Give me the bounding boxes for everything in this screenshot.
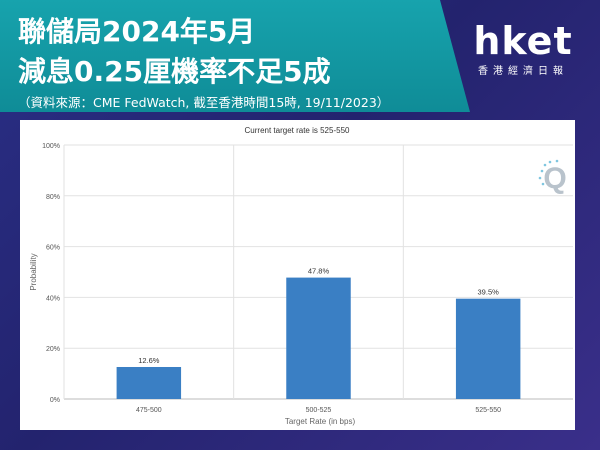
bar-layer	[116, 277, 521, 399]
watermark-q-text: Q	[543, 162, 566, 195]
y-tick-label: 80%	[46, 194, 60, 201]
logo-main-text: hket	[473, 19, 573, 63]
chart-card: Current target rate is 525-550 Probabili…	[20, 120, 575, 430]
bar-500-525	[286, 277, 351, 399]
bar-525-550	[455, 298, 521, 399]
title-line-2: 減息0.25厘機率不足5成	[18, 55, 331, 88]
source-note: （資料來源：CME FedWatch, 截至香港時間15時, 19/11/202…	[18, 95, 390, 110]
y-tick-label: 60%	[46, 245, 60, 252]
title-line-1: 聯儲局2024年5月	[18, 15, 256, 48]
bar-chart: Current target rate is 525-550 Probabili…	[29, 126, 573, 426]
x-tick-label: 475-500	[136, 407, 162, 414]
x-axis-label: Target Rate (in bps)	[285, 417, 356, 426]
label-layer: 0% 20% 40% 60% 80% 100% 12.6% 475-500 47.8% 500-5…	[42, 143, 501, 414]
y-tick-label: 0%	[50, 397, 60, 404]
logo-sub-text: 香港經濟日報	[478, 66, 568, 77]
q-logo-icon: Q	[538, 159, 567, 195]
data-label: 47.8%	[308, 267, 330, 276]
chart-title: Current target rate is 525-550	[245, 126, 350, 135]
y-tick-label: 40%	[46, 295, 60, 302]
bar-475-500	[116, 366, 182, 399]
y-tick-label: 100%	[42, 143, 60, 150]
y-axis-label: Probability	[29, 253, 38, 290]
x-tick-label: 525-550	[475, 407, 501, 414]
data-label: 12.6%	[138, 356, 160, 365]
hket-logo: hket 香港經濟日報	[468, 22, 578, 77]
x-tick-label: 500-525	[306, 407, 332, 414]
data-label: 39.5%	[478, 288, 500, 297]
y-tick-label: 20%	[46, 346, 60, 353]
title-banner	[0, 0, 470, 112]
